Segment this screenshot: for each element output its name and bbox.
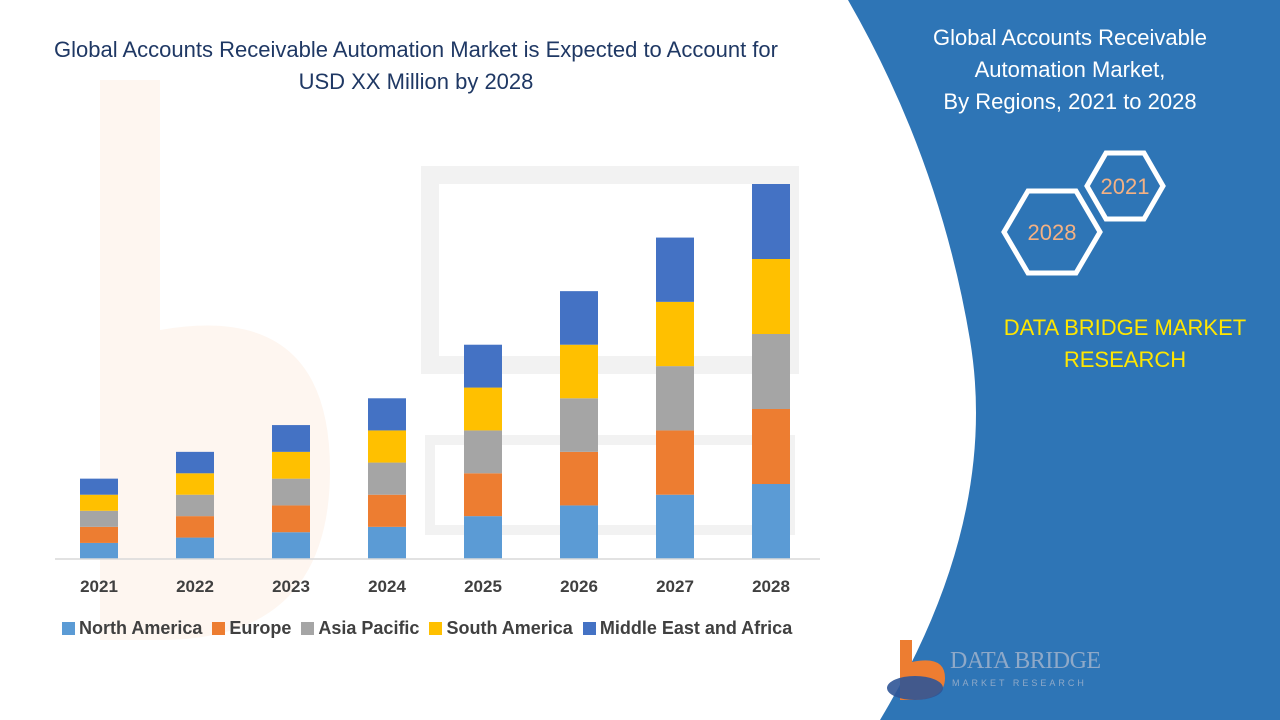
bar-segment-2027-0	[656, 494, 694, 559]
x-tick-label: 2028	[752, 577, 790, 596]
legend-swatch	[62, 621, 75, 635]
bar-segment-2022-0	[176, 537, 214, 559]
bar-segment-2028-2	[752, 334, 790, 409]
bar-segment-2023-0	[272, 532, 310, 559]
right-panel	[848, 0, 1280, 720]
bar-segment-2024-4	[368, 398, 406, 431]
x-tick-label: 2025	[464, 577, 502, 596]
legend-swatch	[582, 621, 596, 635]
bar-segment-2022-3	[176, 473, 214, 495]
bar-segment-2026-0	[560, 505, 598, 559]
bar-segment-2023-2	[272, 478, 310, 506]
legend-label: Asia Pacific	[318, 617, 420, 638]
legend-item: Asia Pacific	[301, 618, 419, 639]
bar-segment-2025-4	[464, 344, 502, 388]
bar-segment-2022-2	[176, 494, 214, 517]
bar-segment-2021-1	[80, 526, 118, 543]
logo-icon	[887, 640, 945, 700]
bar-segment-2028-1	[752, 409, 790, 484]
panel-title-line: Automation Market,	[974, 57, 1166, 82]
bar-segment-2024-2	[368, 462, 406, 495]
x-tick-label: 2027	[656, 577, 694, 596]
bars-layer	[80, 184, 790, 559]
logo-tagline: MARKET RESEARCH	[952, 678, 1087, 688]
legend-item: North America	[62, 618, 202, 639]
legend-item: Middle East and Africa	[582, 617, 793, 639]
bar-segment-2022-1	[176, 516, 214, 538]
bar-segment-2021-3	[80, 494, 118, 511]
x-tick-label: 2021	[80, 577, 118, 596]
hex-top-label: 2021	[1101, 174, 1150, 199]
x-tick-label: 2023	[272, 577, 310, 596]
bar-segment-2026-3	[560, 344, 598, 399]
bar-segment-2021-2	[80, 510, 118, 527]
bar-segment-2025-1	[464, 473, 502, 517]
chart-title-line: Global Accounts Receivable Automation Ma…	[54, 37, 778, 62]
legend-swatch	[212, 621, 226, 635]
bar-segment-2027-2	[656, 366, 694, 431]
logo-name: DATA BRIDGE	[950, 648, 1101, 674]
bar-segment-2027-1	[656, 430, 694, 495]
legend-label: Europe	[229, 617, 292, 638]
bar-segment-2021-4	[80, 478, 118, 495]
bar-segment-2025-2	[464, 430, 502, 474]
legend-swatch	[301, 621, 315, 635]
hexagon-2028: 2028	[1001, 188, 1103, 276]
bar-segment-2027-3	[656, 301, 694, 367]
bar-segment-2027-4	[656, 237, 694, 302]
bar-segment-2026-2	[560, 398, 598, 452]
bar-segment-2023-3	[272, 451, 310, 479]
bar-segment-2021-0	[80, 542, 118, 559]
panel-title-line: By Regions, 2021 to 2028	[943, 89, 1197, 114]
bar-segment-2024-1	[368, 494, 406, 527]
panel-title-line: Global Accounts Receivable	[933, 25, 1207, 50]
legend-label: South America	[446, 617, 573, 638]
legend-item: Europe	[212, 618, 291, 639]
bar-segment-2023-1	[272, 505, 310, 533]
x-tick-labels: 2021 2022 2023 2024 2025 2026 2027 2028	[80, 577, 790, 596]
legend-item: South America	[429, 617, 573, 639]
bar-segment-2024-3	[368, 430, 406, 463]
bar-segment-2023-4	[272, 425, 310, 452]
x-tick-label: 2026	[560, 577, 598, 596]
stacked-bar-chart: 2021 2022 2023 2024 2025 2026 2027 2028	[55, 184, 820, 596]
brand-name: DATA BRIDGE MARKET RESEARCH	[985, 312, 1265, 376]
bar-segment-2025-3	[464, 387, 502, 431]
legend-label: North America	[79, 617, 203, 638]
panel-title: Global Accounts Receivable Automation Ma…	[900, 22, 1240, 118]
x-tick-label: 2024	[368, 577, 406, 596]
bar-segment-2026-4	[560, 291, 598, 345]
bar-segment-2028-4	[752, 184, 790, 259]
bar-segment-2022-4	[176, 451, 214, 474]
brand-line: RESEARCH	[1063, 347, 1187, 372]
hexagon-2021: 2021	[1084, 150, 1166, 222]
hex-bottom-label: 2028	[1028, 220, 1077, 245]
bar-segment-2025-0	[464, 516, 502, 559]
bar-segment-2024-0	[368, 526, 406, 559]
brand-line: DATA BRIDGE MARKET	[1003, 315, 1247, 340]
chart-title: Global Accounts Receivable Automation Ma…	[10, 34, 822, 98]
bar-segment-2028-3	[752, 259, 790, 334]
bar-segment-2026-1	[560, 451, 598, 506]
bar-segment-2028-0	[752, 484, 790, 559]
legend-swatch	[429, 621, 443, 635]
x-tick-label: 2022	[176, 577, 214, 596]
legend-label: Middle East and Africa	[599, 617, 793, 638]
chart-title-line: USD XX Million by 2028	[298, 69, 534, 94]
legend: North America Europe Asia Pacific South Ame…	[62, 616, 802, 640]
